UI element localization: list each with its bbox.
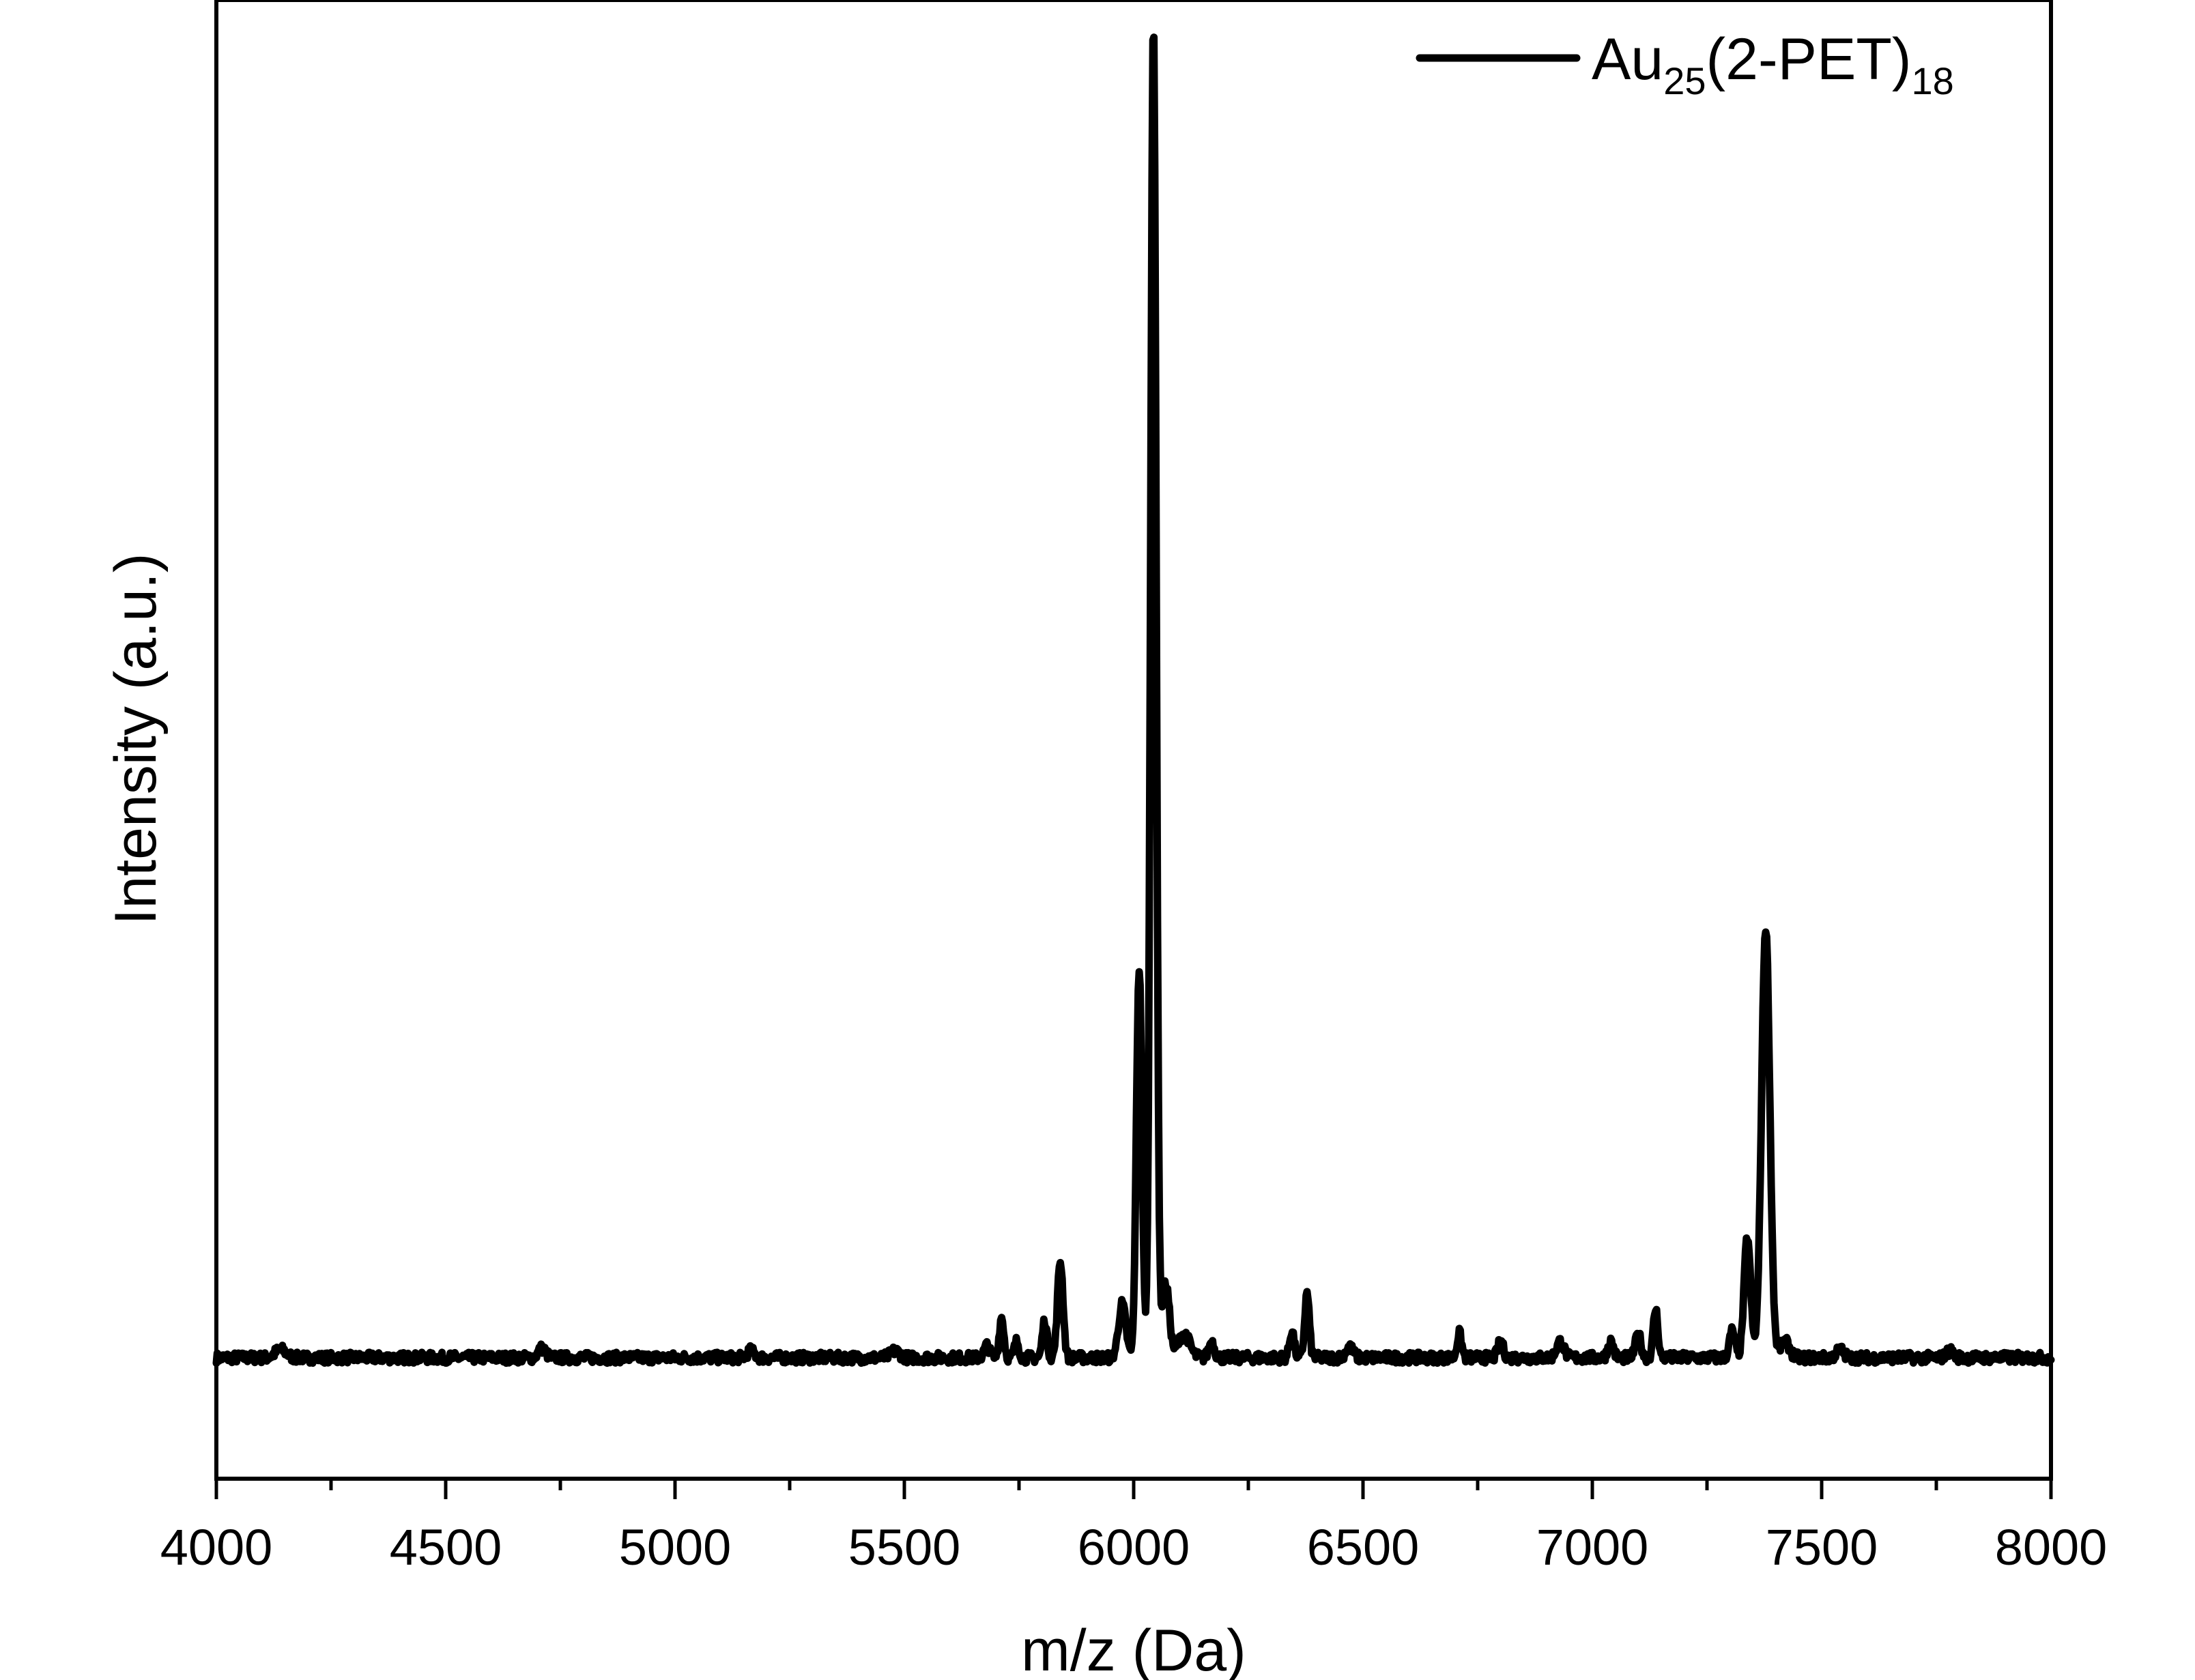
x-tick-label: 7500 (1766, 1519, 1878, 1576)
x-tick-label: 7000 (1536, 1519, 1649, 1576)
x-tick-label: 8000 (1995, 1519, 2108, 1576)
series-line (212, 33, 2055, 1367)
x-tick-label: 6000 (1078, 1519, 1190, 1576)
x-tick-label: 5500 (848, 1519, 961, 1576)
y-axis-label: Intensity (a.u.) (103, 553, 169, 925)
x-tick-label: 4500 (390, 1519, 502, 1576)
x-axis-label: m/z (Da) (1021, 1618, 1246, 1680)
x-tick-label: 6500 (1307, 1519, 1420, 1576)
legend-entry: Au25(2-PET)18 (1592, 27, 1954, 102)
legend: Au25(2-PET)18 (1416, 27, 1954, 102)
x-axis-tick-labels: 4000 4500 5000 5500 6000 6500 7000 7500 8000 (160, 1519, 2108, 1576)
x-tick-label: 4000 (160, 1519, 273, 1576)
x-tick-label: 5000 (619, 1519, 732, 1576)
x-axis-ticks (214, 1479, 2053, 1499)
